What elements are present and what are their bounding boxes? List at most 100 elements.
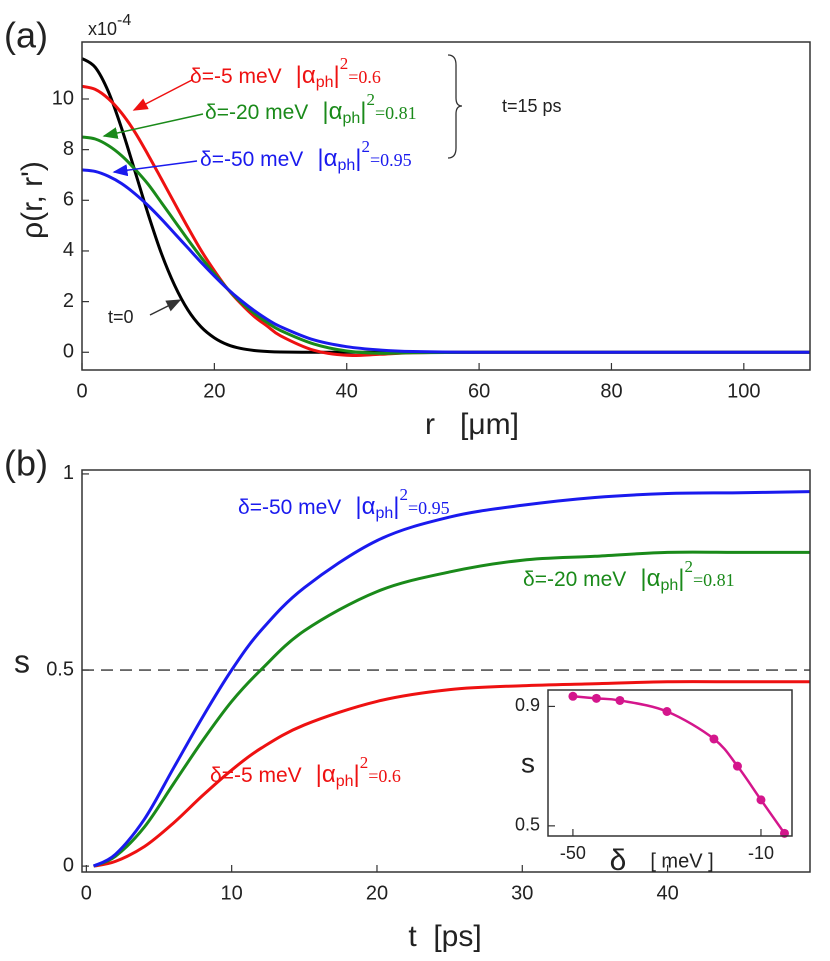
- annotation-eq: =0.81: [375, 103, 417, 123]
- brace: [447, 54, 463, 159]
- annotation-delta: δ=-5 meV: [210, 764, 302, 787]
- annotation-sub: ph: [336, 773, 354, 790]
- x-tick-label: 0: [81, 882, 92, 904]
- annotation-close: |: [355, 145, 361, 172]
- curve-annotation: δ=-20 meV |αph|2=0.81: [523, 557, 735, 594]
- arrow: [112, 160, 198, 177]
- annotation-sup: 2: [399, 485, 408, 504]
- annotation-close: |: [678, 565, 684, 592]
- curve-annotation: δ=-5 meV |αph|2=0.6: [210, 753, 401, 790]
- y-axis-label: ρ(r, r'): [16, 161, 49, 239]
- annotation-abs: |α: [296, 62, 316, 89]
- x-tick-label: 0: [76, 380, 87, 402]
- annotation-eq: =0.95: [408, 498, 450, 518]
- y-axis-label: s: [521, 747, 535, 778]
- x-tick-label: 60: [468, 380, 490, 402]
- y-tick-label: 6: [63, 189, 74, 211]
- x-tick-label: 20: [366, 882, 388, 904]
- annotation-sub: ph: [337, 157, 355, 174]
- y-tick-label: 1: [63, 462, 74, 484]
- data-line: [81, 168, 810, 354]
- y-tick-label: 0: [63, 854, 74, 876]
- annotation-close: |: [393, 493, 399, 520]
- bracket-label: t=15 ps: [502, 96, 562, 116]
- annotation-abs: |α: [355, 493, 375, 520]
- annotation-eq: =0.81: [693, 570, 735, 590]
- data-point: [756, 795, 766, 805]
- x-tick-label: 40: [336, 380, 358, 402]
- annotation-abs: |α: [640, 565, 660, 592]
- annotation-abs: |α: [322, 98, 342, 125]
- annotation-sup: 2: [366, 90, 375, 109]
- annotation-eq: =0.6: [348, 67, 381, 87]
- curve-annotation: δ=-50 meV |αph|2=0.95: [200, 137, 412, 174]
- x-axis-label: t [ps]: [408, 920, 481, 953]
- x-tick-label: -50: [560, 843, 586, 863]
- annotation-abs: |α: [317, 145, 337, 172]
- y-tick-label: 2: [63, 290, 74, 312]
- x-axis-label: r [μm]: [425, 408, 519, 441]
- y-tick-label: 4: [63, 239, 74, 261]
- annotation-sub: ph: [316, 74, 334, 91]
- x-axis-unit: [ meV ]: [650, 850, 713, 872]
- data-point: [591, 693, 601, 703]
- y-multiplier: x10-4: [88, 12, 131, 39]
- data-line: [81, 135, 810, 355]
- y-tick-label: 0.9: [515, 695, 540, 715]
- annotation-delta: δ=-20 meV: [523, 568, 626, 591]
- x-tick-label: 100: [727, 380, 760, 402]
- data-point: [709, 734, 719, 744]
- annotation-abs: |α: [316, 761, 336, 788]
- data-line: [93, 680, 810, 868]
- data-line: [93, 550, 810, 868]
- annotation-sup: 2: [684, 557, 693, 576]
- annotation-close: |: [360, 98, 366, 125]
- panel-label: (b): [4, 443, 48, 484]
- annotation-delta: δ=-5 meV: [190, 65, 282, 88]
- x-axis-label: δ: [610, 844, 627, 877]
- x-tick-label: 10: [221, 882, 243, 904]
- plot-frame: [81, 469, 811, 873]
- annotation-sub: ph: [375, 505, 393, 522]
- plot-frame: [547, 689, 793, 837]
- x-tick-label: 40: [656, 882, 678, 904]
- initial-label: t=0: [108, 307, 134, 327]
- y-tick-label: 0: [63, 341, 74, 363]
- curve-annotation: δ=-20 meV |αph|2=0.81: [205, 90, 417, 127]
- y-tick-label: 0.5: [46, 658, 74, 680]
- curve-annotation: δ=-50 meV |αph|2=0.95: [238, 485, 450, 522]
- annotation-sub: ph: [660, 577, 678, 594]
- y-axis-label: s: [14, 643, 30, 679]
- annotation-delta: δ=-50 meV: [200, 148, 303, 171]
- x-tick-label: -10: [748, 843, 774, 863]
- data-line: [92, 490, 811, 868]
- data-point: [568, 691, 578, 701]
- multiplier-exponent: -4: [117, 12, 131, 29]
- annotation-delta: δ=-20 meV: [205, 101, 308, 124]
- y-tick-label: 8: [63, 138, 74, 160]
- data-point: [732, 761, 742, 771]
- annotation-sup: 2: [360, 753, 369, 772]
- annotation-eq: =0.95: [370, 150, 412, 170]
- x-tick-label: 30: [511, 882, 533, 904]
- y-tick-label: 10: [52, 87, 74, 109]
- x-tick-label: 20: [203, 380, 225, 402]
- curve-annotation: δ=-5 meV |αph|2=0.6: [190, 54, 381, 91]
- y-tick-label: 0.5: [515, 815, 540, 835]
- arrow: [132, 79, 193, 111]
- annotation-close: |: [354, 761, 360, 788]
- annotation-close: |: [334, 62, 340, 89]
- annotation-sup: 2: [361, 137, 370, 156]
- data-line: [81, 57, 810, 354]
- arrows: [102, 54, 463, 316]
- multiplier-base: x10: [88, 19, 117, 39]
- plot-frame: [81, 41, 811, 371]
- annotation-sub: ph: [342, 110, 360, 127]
- annotation-eq: =0.6: [368, 766, 401, 786]
- annotation-sup: 2: [340, 54, 349, 73]
- data-point: [662, 706, 672, 716]
- data-point: [615, 695, 625, 705]
